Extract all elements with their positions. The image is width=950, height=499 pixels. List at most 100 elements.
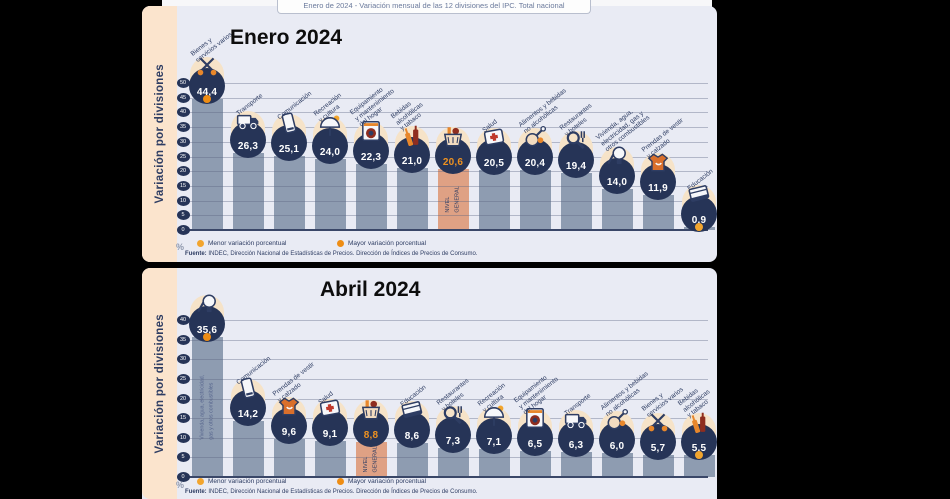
bar-books bbox=[396, 443, 428, 477]
y-axis-title-strip: Variación por divisiones bbox=[142, 6, 177, 262]
value-badge-scissors: 44,4 bbox=[189, 57, 225, 105]
y-axis-tick: 20 bbox=[176, 393, 190, 404]
bar-value: 7,1 bbox=[486, 437, 502, 449]
value-badge-washer: 6,5 bbox=[517, 408, 553, 457]
value-badge-umbrella: 24,0 bbox=[312, 115, 348, 165]
restaurant-icon bbox=[564, 128, 588, 152]
value-badge-restaurant: 7,3 bbox=[435, 406, 471, 454]
gridline bbox=[183, 185, 708, 187]
menor-variacion-dot-icon bbox=[695, 223, 703, 232]
badge-circle bbox=[435, 417, 471, 454]
bar-value: 5,5 bbox=[691, 443, 707, 455]
bar-value: 9,1 bbox=[322, 429, 338, 441]
gridline bbox=[183, 97, 708, 99]
washer-icon bbox=[359, 119, 383, 143]
bar-value: 8,8 bbox=[363, 430, 379, 442]
plot-area-enero: 0 5 10 15 20 25 30 35 40 45 50 44,4 Bienes y servici… bbox=[142, 6, 717, 262]
bar-shirt bbox=[273, 439, 305, 477]
shirt-icon bbox=[277, 394, 301, 418]
washer-icon bbox=[523, 406, 547, 430]
scissors-icon bbox=[195, 54, 219, 78]
menor-variacion-dot-icon bbox=[695, 451, 703, 460]
bar-value: 24,0 bbox=[319, 147, 341, 159]
bar-value: 6,5 bbox=[527, 439, 543, 451]
chart-panel-abril: Variación por divisiones Abril 2024 0 5 10… bbox=[142, 268, 717, 499]
y-axis-tick: 25 bbox=[176, 151, 190, 162]
scissors-icon bbox=[646, 410, 670, 434]
y-axis-tick: 5 bbox=[176, 210, 190, 221]
badge-circle bbox=[558, 141, 594, 178]
bar-bottles bbox=[683, 455, 715, 477]
bar-value: 11,9 bbox=[648, 183, 668, 194]
y-axis-tick: 30 bbox=[176, 136, 190, 147]
basket-icon bbox=[359, 397, 383, 421]
gridline bbox=[183, 83, 708, 84]
bar-inner-label: Vivienda, agua, electricidad, gas y otro… bbox=[199, 374, 214, 440]
value-badge-books: 8,6 bbox=[394, 401, 430, 449]
bar-shirt bbox=[642, 195, 674, 230]
books-icon bbox=[400, 398, 424, 422]
value-badge-nivel-general: 20,6 bbox=[435, 127, 471, 175]
value-badge-nivel-general: 8,8 bbox=[353, 400, 389, 448]
bar-value: 25,1 bbox=[278, 144, 300, 156]
y-axis-tick: 35 bbox=[176, 334, 190, 345]
gridline bbox=[183, 200, 708, 202]
page-header-text: Enero de 2024 - Variación mensual de las… bbox=[303, 1, 565, 10]
bar-value: 44,4 bbox=[196, 87, 218, 99]
y-axis-tick: 30 bbox=[176, 354, 190, 365]
source-note: Fuente: INDEC, Dirección Nacional de Est… bbox=[185, 489, 477, 495]
bar-phone bbox=[273, 156, 305, 230]
phone-icon bbox=[277, 111, 301, 135]
truck-icon bbox=[564, 407, 588, 431]
value-badge-health-cross: 20,5 bbox=[476, 127, 512, 175]
value-badge-housing: 14,0 bbox=[599, 146, 635, 194]
y-axis-tick: 35 bbox=[176, 122, 190, 133]
bar-value: 9,6 bbox=[281, 427, 297, 439]
legend-item-mayor: Mayor variación porcentual bbox=[337, 478, 455, 485]
bar-value: 0,9 bbox=[691, 215, 707, 227]
y-axis-tick: 45 bbox=[176, 92, 190, 103]
bar-food bbox=[601, 453, 633, 477]
value-badge-food: 20,4 bbox=[517, 125, 553, 176]
value-badge-scissors: 5,7 bbox=[640, 412, 676, 460]
mayor-dot-icon bbox=[337, 240, 344, 247]
bar-scissors bbox=[642, 454, 674, 477]
menor-dot-icon bbox=[197, 240, 204, 247]
bar-housing bbox=[601, 188, 633, 230]
gridline bbox=[183, 359, 708, 361]
gridline bbox=[183, 215, 708, 217]
bar-phone bbox=[232, 421, 264, 477]
axis-unit-label: % bbox=[176, 480, 185, 490]
bar-value: 26,3 bbox=[237, 140, 259, 152]
legend-item-mayor: Mayor variación porcentual bbox=[337, 240, 455, 247]
bar-truck bbox=[232, 152, 264, 230]
bar-value: 5,7 bbox=[650, 442, 666, 454]
bar-value: 22,3 bbox=[360, 152, 382, 164]
bar-health-cross bbox=[314, 441, 346, 477]
value-badge-housing: 35,6 bbox=[189, 294, 225, 343]
bar-value: 19,4 bbox=[565, 160, 587, 172]
badge-circle bbox=[394, 412, 430, 449]
bar-value: 21,0 bbox=[401, 156, 423, 168]
bar-value: 14,0 bbox=[606, 176, 628, 188]
legend: Menor variación porcentual Mayor variaci… bbox=[197, 240, 455, 247]
badge-circle bbox=[476, 138, 512, 175]
legend-mayor-label: Mayor variación porcentual bbox=[348, 240, 427, 247]
bar-restaurant bbox=[560, 172, 592, 230]
bar-value: 20,6 bbox=[442, 157, 464, 169]
phone-icon bbox=[236, 376, 260, 400]
y-axis-tick: 40 bbox=[176, 315, 190, 325]
source-text: INDEC, Dirección Nacional de Estadística… bbox=[206, 251, 478, 257]
restaurant-icon bbox=[441, 403, 465, 427]
y-axis-tick: 40 bbox=[176, 107, 190, 118]
value-badge-truck: 6,3 bbox=[558, 410, 594, 458]
bottles-icon bbox=[687, 410, 711, 434]
y-axis-tick: 15 bbox=[176, 180, 190, 191]
nivel-general-label: NIVEL GENERAL bbox=[362, 446, 378, 473]
basket-icon bbox=[441, 124, 465, 148]
badge-circle bbox=[230, 121, 266, 158]
gridline bbox=[183, 112, 708, 114]
umbrella-icon bbox=[482, 404, 506, 428]
chart-title-enero: Enero 2024 bbox=[230, 26, 343, 49]
